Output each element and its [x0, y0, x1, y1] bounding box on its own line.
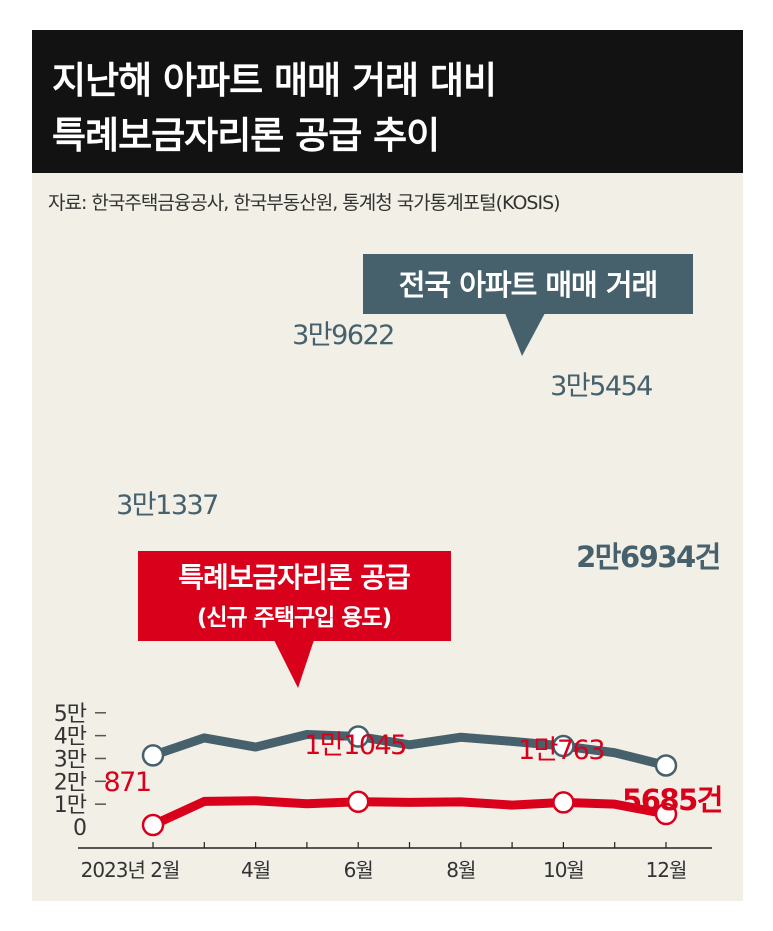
data-label-apartment-8: 3만5454 — [550, 371, 652, 402]
title-bar: 지난해 아파트 매매 거래 대비 특례보금자리론 공급 추이 — [32, 30, 743, 173]
y-tick-label-5: 5만 — [54, 702, 87, 727]
series-line-apartment — [148, 729, 671, 770]
x-tick-label-4: 10월 — [543, 858, 584, 882]
data-label-apartment-4: 3만9622 — [292, 320, 394, 351]
legend-pointer-apartment — [505, 313, 545, 356]
data-point-loan-10 — [654, 802, 678, 826]
legend-label-apartment: 전국 아파트 매매 거래 — [399, 268, 657, 302]
data-point-loan-0 — [141, 813, 165, 837]
legend-sublabel-loan: (신규 주택구입 용도) — [197, 605, 391, 631]
data-point-apartment-0 — [141, 744, 165, 767]
y-tick-label-1: 1만 — [54, 793, 87, 818]
x-tick-label-2: 6월 — [344, 858, 373, 882]
title-line-1: 지난해 아파트 매매 거래 대비 — [52, 59, 497, 102]
y-tick-label-0: 0 — [73, 816, 86, 841]
source-note: 자료: 한국주택금융공사, 한국부동산원, 통계청 국가통계포털(KOSIS) — [48, 192, 561, 214]
y-tick-label-3: 3만 — [54, 747, 87, 772]
data-label-apartment-0: 3만1337 — [116, 490, 218, 521]
data-point-apartment-4 — [346, 725, 370, 748]
y-tick-label-2: 2만 — [54, 770, 87, 795]
x-axis: 2023년 2월 4월 6월 8월 10월 12월 — [78, 842, 712, 882]
y-tick-label-4: 4만 — [54, 725, 87, 750]
series-apartment: 3만1337 3만9622 3만5454 2만6934건 — [116, 320, 721, 777]
series-line-loan — [148, 796, 671, 830]
data-label-loan-8: 1만763 — [518, 735, 604, 766]
data-point-loan-4 — [346, 790, 370, 814]
x-tick-label-5: 12월 — [646, 858, 687, 882]
x-tick-label-0: 2023년 2월 — [81, 858, 180, 882]
x-tick-label-1: 4월 — [241, 858, 270, 882]
data-point-apartment-8 — [552, 734, 575, 758]
data-label-loan-0: 871 — [103, 767, 150, 798]
title-line-2: 특례보금자리론 공급 추이 — [52, 114, 440, 157]
legend-label-loan: 특례보금자리론 공급 — [178, 561, 410, 594]
data-point-loan-8 — [552, 791, 575, 814]
series-loan: 871 1만1045 1만763 5685건 — [103, 730, 723, 837]
legend-box-loan — [138, 551, 451, 641]
data-label-apartment-10: 2만6934건 — [576, 540, 720, 574]
data-label-loan-4: 1만1045 — [304, 730, 406, 761]
data-label-loan-10: 5685건 — [622, 783, 722, 817]
legend-pointer-loan — [274, 640, 314, 688]
data-point-apartment-10 — [654, 754, 678, 777]
legend-box-apartment — [363, 254, 693, 314]
x-tick-label-3: 8월 — [446, 858, 475, 882]
